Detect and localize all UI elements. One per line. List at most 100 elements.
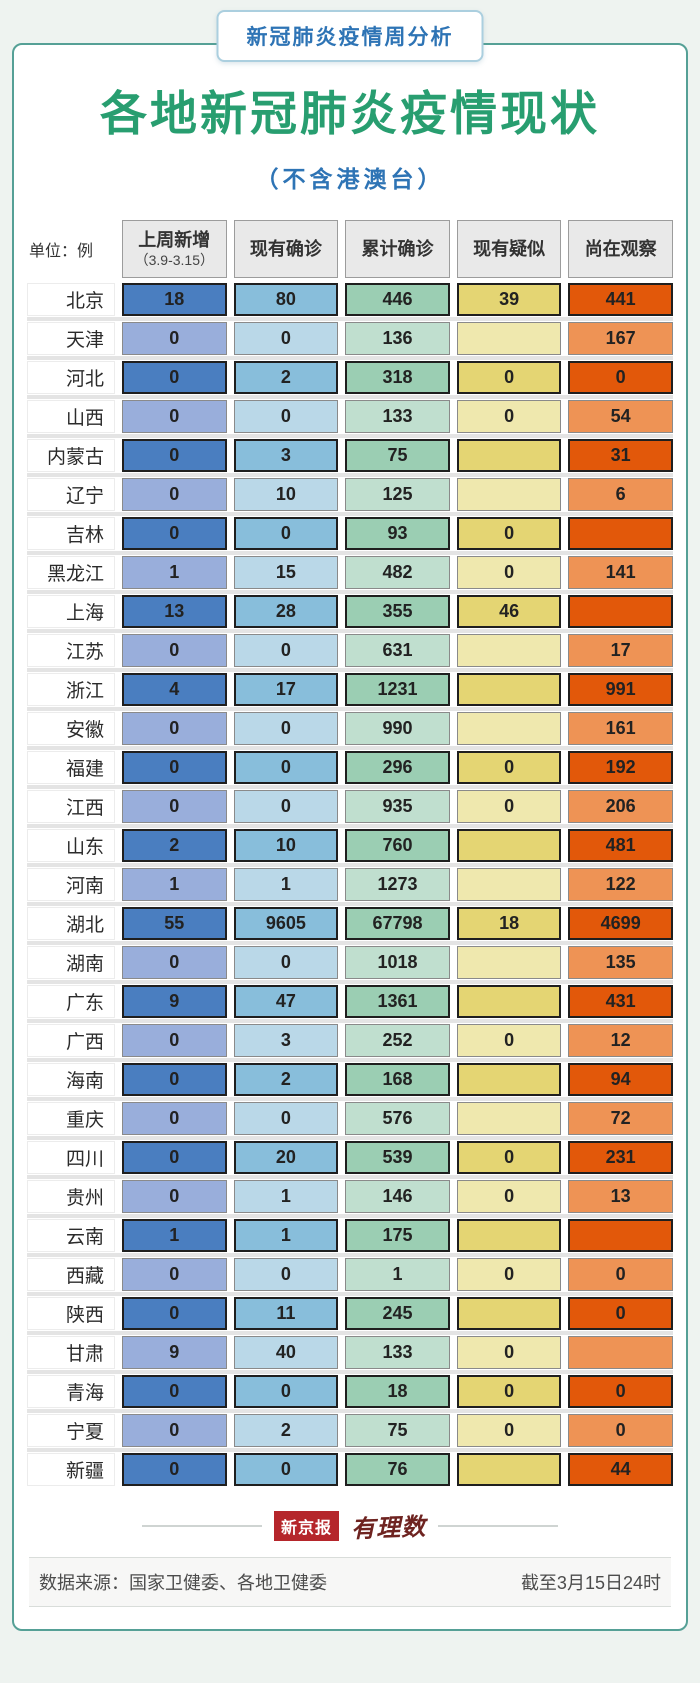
cell-under-observation: 161 bbox=[568, 712, 673, 745]
table-row: 甘肃 9 40 133 0 bbox=[27, 1336, 673, 1369]
cell-new-last-week: 1 bbox=[122, 868, 227, 901]
region-label: 河南 bbox=[27, 868, 115, 901]
table-row: 山东 2 10 760 481 bbox=[27, 829, 673, 862]
region-label: 陕西 bbox=[27, 1297, 115, 1330]
table-row: 贵州 0 1 146 0 13 bbox=[27, 1180, 673, 1213]
page-subtitle: （不含港澳台） bbox=[255, 166, 445, 192]
cell-cumulative-confirmed: 168 bbox=[345, 1063, 450, 1096]
infographic-page: 新冠肺炎疫情周分析 各地新冠肺炎疫情现状 （不含港澳台） 单位：例 上周新增 （… bbox=[12, 10, 688, 1631]
cell-under-observation bbox=[568, 1219, 673, 1252]
row-separator bbox=[27, 1291, 673, 1297]
region-label: 山东 bbox=[27, 829, 115, 862]
table-row: 云南 1 1 175 bbox=[27, 1219, 673, 1252]
row-separator bbox=[27, 1330, 673, 1336]
cell-new-last-week: 0 bbox=[122, 1258, 227, 1291]
table-row: 吉林 0 0 93 0 bbox=[27, 517, 673, 550]
cell-cumulative-confirmed: 133 bbox=[345, 1336, 450, 1369]
region-label: 山西 bbox=[27, 400, 115, 433]
row-separator bbox=[27, 1018, 673, 1024]
row-separator bbox=[27, 784, 673, 790]
region-label: 湖南 bbox=[27, 946, 115, 979]
cell-cumulative-confirmed: 539 bbox=[345, 1141, 450, 1174]
cell-cumulative-confirmed: 1 bbox=[345, 1258, 450, 1291]
table-row: 上海 13 28 355 46 bbox=[27, 595, 673, 628]
cell-under-observation bbox=[568, 1336, 673, 1369]
cell-current-confirmed: 3 bbox=[233, 439, 339, 472]
logo-divider-right bbox=[438, 1524, 558, 1527]
cell-cumulative-confirmed: 446 bbox=[345, 283, 450, 316]
cell-under-observation: 0 bbox=[568, 361, 673, 394]
region-label: 宁夏 bbox=[27, 1414, 115, 1447]
cell-current-suspected: 0 bbox=[456, 1141, 562, 1174]
cell-under-observation: 0 bbox=[568, 1258, 673, 1291]
cell-new-last-week: 2 bbox=[122, 829, 227, 862]
cell-current-confirmed: 1 bbox=[233, 868, 339, 901]
cell-current-suspected bbox=[456, 478, 562, 511]
region-label: 浙江 bbox=[27, 673, 115, 706]
row-separator bbox=[27, 355, 673, 361]
cell-new-last-week: 0 bbox=[122, 1297, 227, 1330]
cell-current-suspected bbox=[456, 439, 562, 472]
cell-current-suspected: 0 bbox=[456, 361, 562, 394]
cell-new-last-week: 0 bbox=[122, 1141, 227, 1174]
footer-bar: 数据来源：国家卫健委、各地卫健委 截至3月15日24时 bbox=[29, 1557, 671, 1607]
column-header-current-suspected: 现有疑似 bbox=[456, 220, 562, 278]
cell-current-confirmed: 10 bbox=[233, 478, 339, 511]
column-header-under-observation: 尚在观察 bbox=[568, 220, 673, 278]
cell-new-last-week: 1 bbox=[122, 1219, 227, 1252]
table-row: 广西 0 3 252 0 12 bbox=[27, 1024, 673, 1057]
cell-cumulative-confirmed: 990 bbox=[345, 712, 450, 745]
cell-current-confirmed: 3 bbox=[233, 1024, 339, 1057]
cell-new-last-week: 0 bbox=[122, 1024, 227, 1057]
as-of-timestamp: 截至3月15日24时 bbox=[520, 1573, 661, 1593]
cell-cumulative-confirmed: 631 bbox=[345, 634, 450, 667]
column-header-cumulative-confirmed: 累计确诊 bbox=[345, 220, 450, 278]
cell-current-confirmed: 17 bbox=[233, 673, 339, 706]
cell-cumulative-confirmed: 76 bbox=[345, 1453, 450, 1486]
cell-new-last-week: 0 bbox=[122, 1375, 227, 1408]
row-separator bbox=[27, 1447, 673, 1453]
region-label: 黑龙江 bbox=[27, 556, 115, 589]
table-row: 陕西 0 11 245 0 bbox=[27, 1297, 673, 1330]
cell-new-last-week: 0 bbox=[122, 400, 227, 433]
cell-current-suspected: 0 bbox=[456, 1414, 562, 1447]
cell-current-suspected: 0 bbox=[456, 400, 562, 433]
row-separator bbox=[27, 433, 673, 439]
cell-cumulative-confirmed: 125 bbox=[345, 478, 450, 511]
cell-cumulative-confirmed: 133 bbox=[345, 400, 450, 433]
cell-current-suspected: 0 bbox=[456, 790, 562, 823]
cell-cumulative-confirmed: 1361 bbox=[345, 985, 450, 1018]
row-separator bbox=[27, 901, 673, 907]
row-separator bbox=[27, 706, 673, 712]
cell-current-confirmed: 0 bbox=[233, 751, 339, 784]
cell-cumulative-confirmed: 245 bbox=[345, 1297, 450, 1330]
cell-current-suspected bbox=[456, 712, 562, 745]
cell-cumulative-confirmed: 1018 bbox=[345, 946, 450, 979]
cell-new-last-week: 0 bbox=[122, 1453, 227, 1486]
table-row: 福建 0 0 296 0 192 bbox=[27, 751, 673, 784]
table-row: 江西 0 0 935 0 206 bbox=[27, 790, 673, 823]
cell-cumulative-confirmed: 75 bbox=[345, 1414, 450, 1447]
cell-current-confirmed: 0 bbox=[233, 1375, 339, 1408]
table-row: 宁夏 0 2 75 0 0 bbox=[27, 1414, 673, 1447]
region-label: 贵州 bbox=[27, 1180, 115, 1213]
table-row: 广东 9 47 1361 431 bbox=[27, 985, 673, 1018]
cell-cumulative-confirmed: 18 bbox=[345, 1375, 450, 1408]
cell-new-last-week: 0 bbox=[122, 322, 227, 355]
table-body: 北京 18 80 446 39 441 天津 0 0 136 167 河北 0 … bbox=[27, 283, 673, 1486]
cell-under-observation: 481 bbox=[568, 829, 673, 862]
table-row: 海南 0 2 168 94 bbox=[27, 1063, 673, 1096]
column-header-sublabel: （3.9-3.15） bbox=[134, 251, 214, 268]
region-label: 海南 bbox=[27, 1063, 115, 1096]
table-row: 山西 0 0 133 0 54 bbox=[27, 400, 673, 433]
row-separator bbox=[27, 745, 673, 751]
cell-current-confirmed: 40 bbox=[233, 1336, 339, 1369]
data-source-text: 数据来源：国家卫健委、各地卫健委 bbox=[39, 1573, 327, 1593]
cell-current-confirmed: 2 bbox=[233, 1414, 339, 1447]
cell-new-last-week: 0 bbox=[122, 790, 227, 823]
cell-under-observation: 0 bbox=[568, 1414, 673, 1447]
table-row: 青海 0 0 18 0 0 bbox=[27, 1375, 673, 1408]
cell-new-last-week: 9 bbox=[122, 1336, 227, 1369]
cell-cumulative-confirmed: 355 bbox=[345, 595, 450, 628]
unit-label: 单位：例 bbox=[29, 243, 94, 260]
